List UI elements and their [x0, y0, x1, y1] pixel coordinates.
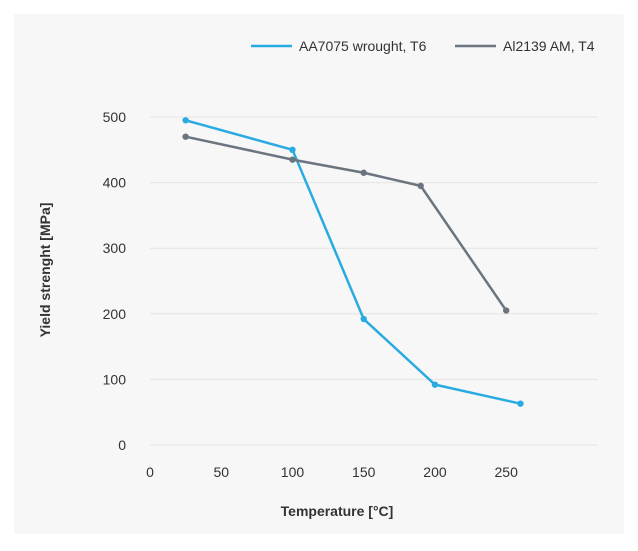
series-1: [182, 117, 524, 407]
y-tick-label: 500: [103, 109, 127, 125]
x-tick-label: 250: [495, 464, 519, 480]
data-point: [517, 400, 524, 407]
data-point: [360, 169, 367, 176]
data-point: [417, 182, 424, 190]
data-point: [360, 315, 367, 323]
x-tick-label: 50: [213, 464, 229, 480]
x-tick-label: 100: [281, 464, 305, 480]
legend: AA7075 wrought, T6 Al2139 AM, T4: [251, 38, 595, 54]
data-point: [503, 307, 510, 314]
data-point: [289, 156, 296, 163]
y-tick-label: 300: [103, 240, 127, 256]
data-point: [431, 381, 439, 388]
x-tick-label: 200: [423, 464, 447, 480]
y-tick-label: 0: [118, 437, 126, 453]
y-tick-label: 100: [103, 371, 127, 387]
series-group: [182, 117, 524, 407]
y-axis-label: Yield strenght [MPa]: [37, 203, 53, 338]
axes: 0 100 200 300 400 500 0 50 100 150 200 250: [103, 109, 518, 480]
legend-label: Al2139 AM, T4: [503, 38, 595, 54]
x-tick-label: 150: [352, 464, 376, 480]
series-2: [182, 133, 510, 314]
data-point: [289, 146, 296, 153]
grid-lines: [150, 116, 598, 446]
data-point: [182, 133, 189, 140]
x-axis-label: Temperature [°C]: [281, 503, 394, 519]
chart-background: [14, 14, 624, 534]
x-tick-label: 0: [146, 464, 154, 480]
data-point: [182, 117, 189, 124]
y-tick-label: 400: [103, 175, 127, 191]
y-tick-label: 200: [103, 306, 127, 322]
legend-label: AA7075 wrought, T6: [299, 38, 427, 54]
